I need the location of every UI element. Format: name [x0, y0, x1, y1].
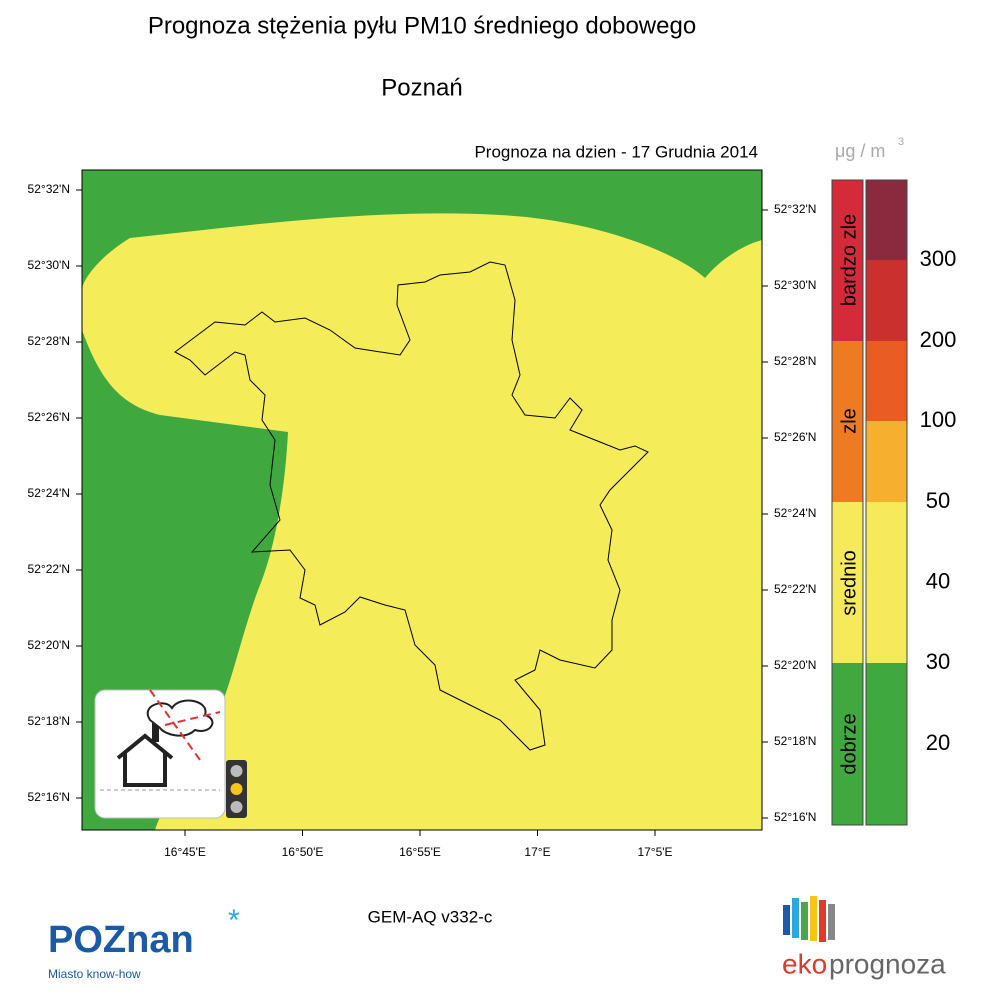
forecast-date: Prognoza na dzien - 17 Grudnia 2014	[474, 142, 758, 161]
level-band	[866, 260, 907, 341]
level-band	[866, 341, 907, 421]
lat-label: 52°18'N	[28, 714, 70, 728]
level-label: 50	[926, 488, 950, 513]
unit: μg / m	[835, 141, 885, 161]
level-label: 40	[926, 569, 950, 594]
legend: μg / m 3	[831, 136, 908, 826]
lat-label: 52°24'N	[774, 506, 816, 520]
eko-logo-bars	[783, 896, 835, 942]
lat-label: 52°32'N	[774, 202, 816, 216]
legend-frame	[831, 179, 864, 826]
lon-label: 16°55'E	[399, 845, 441, 859]
lat-label: 52°30'N	[28, 258, 70, 272]
lat-label: 52°28'N	[774, 354, 816, 368]
lat-label: 52°24'N	[28, 486, 70, 500]
lat-label: 52°32'N	[28, 182, 70, 196]
category-label: zle	[838, 408, 860, 434]
map	[81, 169, 763, 831]
level-band	[866, 180, 907, 260]
lon-label: 16°50'E	[282, 845, 324, 859]
lat-label: 52°20'N	[774, 658, 816, 672]
eko-text: eko	[782, 948, 827, 979]
chimney	[152, 722, 159, 742]
lat-label: 52°26'N	[774, 430, 816, 444]
house	[116, 733, 174, 787]
lat-label: 52°16'N	[774, 810, 816, 824]
poznan-star: *	[228, 904, 240, 937]
category-band	[832, 180, 863, 341]
city-boundary	[174, 261, 649, 751]
level-label: 30	[926, 649, 950, 674]
poznan-logo: POZnan	[48, 919, 194, 961]
lat-label: 52°22'N	[774, 582, 816, 596]
level-label: 200	[920, 327, 957, 352]
level-label: 20	[926, 730, 950, 755]
subtitle: Poznań	[381, 74, 462, 101]
light	[230, 765, 243, 777]
lat-label: 52°20'N	[28, 638, 70, 652]
category-band	[832, 502, 863, 663]
cross	[149, 689, 221, 761]
lat-label: 52°18'N	[774, 734, 816, 748]
category-label: bardzo zle	[838, 214, 860, 306]
lon-label: 16°45'E	[164, 845, 206, 859]
lat-label: 52°28'N	[28, 334, 70, 348]
category-label: dobrze	[838, 713, 860, 774]
poznan-tagline: Miasto know-how	[48, 967, 141, 981]
prognoza-text: prognoza	[829, 948, 946, 979]
level-band	[866, 421, 907, 502]
level-band	[866, 502, 907, 663]
level-label: 300	[920, 246, 957, 271]
level-label: 100	[920, 407, 957, 432]
lon-label: 17°5'E	[637, 845, 672, 859]
level-band	[866, 663, 907, 825]
model-label: GEM-AQ v332-c	[368, 907, 493, 926]
lat-label: 52°26'N	[28, 410, 70, 424]
map-frame	[81, 169, 763, 831]
category-band	[832, 663, 863, 825]
lat-label: 52°16'N	[28, 790, 70, 804]
smog-icon	[94, 689, 247, 819]
title: Prognoza stężenia pyłu PM10 średniego do…	[148, 12, 696, 39]
legend-frame	[865, 179, 908, 826]
lat-label: 52°30'N	[774, 278, 816, 292]
lat-label: 52°22'N	[28, 562, 70, 576]
unit-exponent: 3	[898, 136, 904, 148]
green-zone	[82, 170, 762, 290]
light	[230, 801, 243, 813]
category-band	[832, 341, 863, 502]
category-label: srednio	[838, 550, 860, 616]
lon-label: 17°E	[524, 845, 550, 859]
light	[230, 783, 243, 795]
